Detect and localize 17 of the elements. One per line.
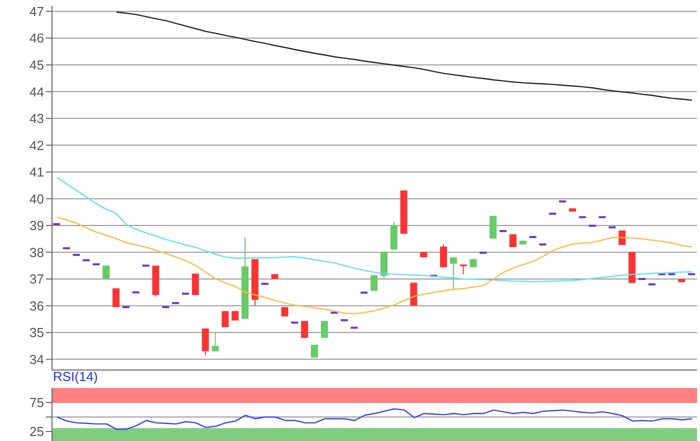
y-tick-label: 25 xyxy=(30,424,44,440)
y-tick-label: 35 xyxy=(30,325,44,340)
y-tick-label: 37 xyxy=(30,272,44,287)
y-tick-label: 42 xyxy=(30,138,44,153)
y-tick-label: 40 xyxy=(30,191,44,206)
y-tick-label: 39 xyxy=(30,218,44,234)
y-tick-label: 45 xyxy=(30,57,44,72)
y-tick-label: 46 xyxy=(30,30,44,46)
y-tick-label: 47 xyxy=(30,4,44,19)
y-tick-label: 36 xyxy=(30,298,44,314)
y-tick-label: 34 xyxy=(30,352,44,367)
y-tick-label: 75 xyxy=(30,395,44,410)
y-tick-label: 43 xyxy=(30,111,44,126)
chart-title: RSI(14) xyxy=(53,369,99,384)
y-tick-label: 41 xyxy=(30,164,44,180)
y-tick-label: 44 xyxy=(30,84,44,100)
y-tick-label: 38 xyxy=(30,244,44,260)
